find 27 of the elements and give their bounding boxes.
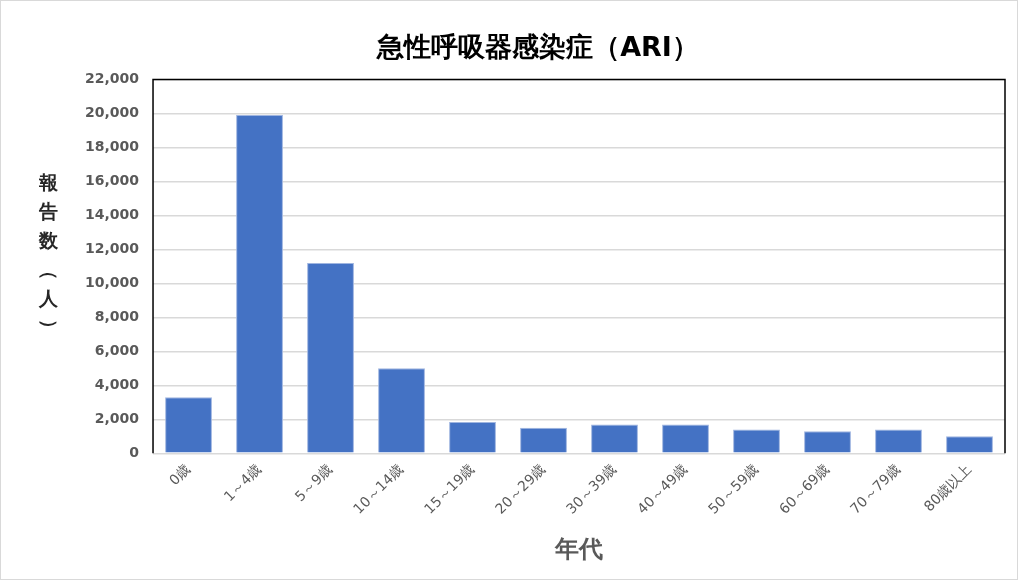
x-tick-label: 50～59歳 <box>704 460 762 517</box>
x-axis-title: 年代 <box>554 534 604 563</box>
chart-title: 急性呼吸器感染症（ARI） <box>376 31 699 63</box>
x-tick-label: 1～4歳 <box>220 460 265 505</box>
x-tick-label: 5～9歳 <box>291 460 336 505</box>
x-tick-label: 30～39歳 <box>562 460 620 517</box>
y-tick-label: 6,000 <box>94 341 140 358</box>
y-tick-label: 8,000 <box>94 307 140 324</box>
y-tick-label: 12,000 <box>84 240 140 257</box>
y-tick-label: 18,000 <box>84 138 140 155</box>
y-tick-label: 0 <box>129 443 140 460</box>
x-tick-label: 0歳 <box>165 460 194 489</box>
x-tick-label: 20～29歳 <box>491 460 549 517</box>
y-tick-label: 4,000 <box>94 375 140 392</box>
y-tick-label: 16,000 <box>84 172 140 189</box>
y-tick-label: 10,000 <box>84 274 140 290</box>
x-tick-label: 40～49歳 <box>633 460 691 517</box>
x-tick-label: 80歳以上 <box>920 460 975 515</box>
y-tick-label: 20,000 <box>84 104 140 121</box>
x-tick-label: 15～19歳 <box>420 460 478 517</box>
x-tick-label: 60～69歳 <box>775 460 833 517</box>
y-tick-label: 14,000 <box>84 206 140 223</box>
y-tick-label: 22,000 <box>84 70 140 87</box>
y-axis-title: 報告数（人） <box>37 170 62 339</box>
y-tick-label: 2,000 <box>94 409 140 426</box>
x-tick-label: 70～79歳 <box>846 460 904 517</box>
x-tick-label: 10～14歳 <box>349 460 407 517</box>
